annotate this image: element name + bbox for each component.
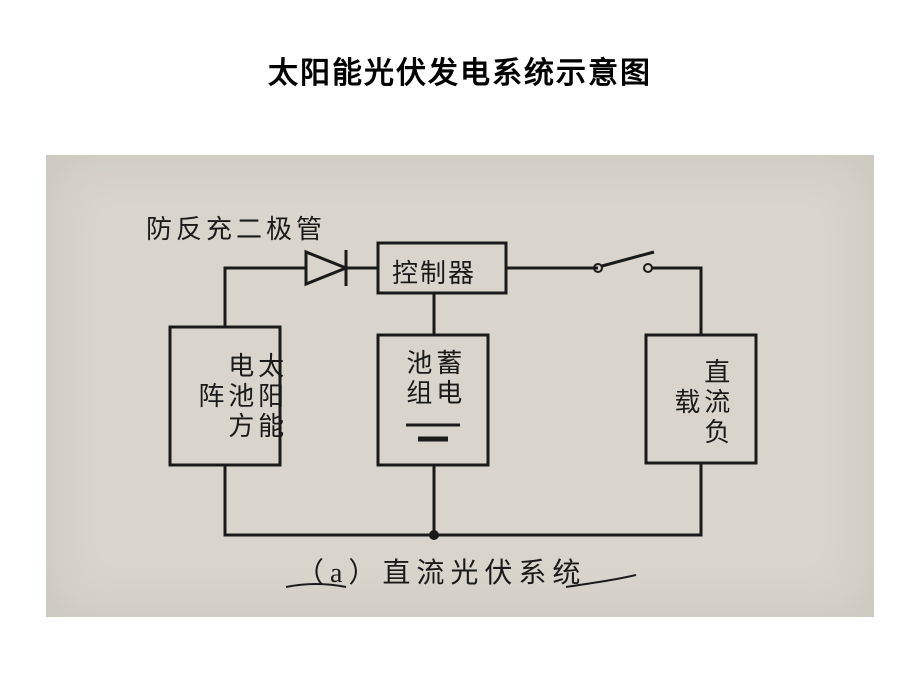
dc-load-label: 直流负载 [670,355,730,451]
page-title: 太阳能光伏发电系统示意图 [0,0,920,92]
wire-bottom-bus [225,463,701,535]
battery-label: 蓄电池组 [402,341,462,417]
controller-label: 控制器 [392,253,476,290]
wire-switch-to-load [652,268,701,335]
diagram-container: 防反充二极管 太阳能电池方阵 控制器 蓄电池组 直流负载 （a）直流光伏系统 [46,155,874,617]
wire-solar-to-diode [225,268,306,327]
diode-label: 防反充二极管 [146,209,326,246]
bus-junction-dot [429,530,439,540]
solar-array-label: 太阳能电池方阵 [194,339,284,455]
switch-node-right [644,264,652,272]
diagram-caption: （a）直流光伏系统 [296,551,586,591]
diode-icon [306,252,346,284]
